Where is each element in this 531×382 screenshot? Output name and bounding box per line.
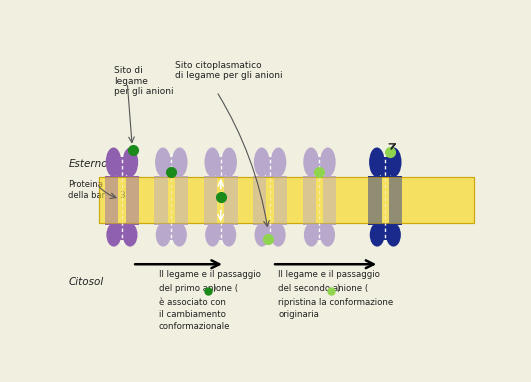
Bar <box>389 176 402 225</box>
Bar <box>175 176 188 225</box>
Bar <box>155 176 168 225</box>
Ellipse shape <box>172 223 187 247</box>
Ellipse shape <box>271 147 286 177</box>
Bar <box>126 176 139 225</box>
Bar <box>167 223 176 240</box>
Bar <box>381 223 390 240</box>
Ellipse shape <box>155 147 171 177</box>
Bar <box>381 157 390 178</box>
Text: è associato con
il cambiamento
conformazionale: è associato con il cambiamento conformaz… <box>159 298 230 331</box>
Text: del primo anione (: del primo anione ( <box>159 284 238 293</box>
Ellipse shape <box>370 223 384 247</box>
Text: del secondo anione (: del secondo anione ( <box>278 284 369 293</box>
Text: Proteina
della banda 3: Proteina della banda 3 <box>68 180 126 200</box>
Ellipse shape <box>123 223 138 247</box>
Ellipse shape <box>106 147 122 177</box>
Ellipse shape <box>254 223 269 247</box>
Ellipse shape <box>123 147 138 177</box>
Ellipse shape <box>106 223 121 247</box>
Bar <box>216 157 225 178</box>
Bar <box>315 223 324 240</box>
Text: Esterno: Esterno <box>68 159 108 169</box>
Bar <box>117 157 126 178</box>
Ellipse shape <box>303 147 319 177</box>
Bar <box>216 223 225 240</box>
Bar <box>99 178 474 223</box>
Text: ): ) <box>336 284 339 293</box>
Ellipse shape <box>156 223 170 247</box>
Bar <box>315 157 324 178</box>
Ellipse shape <box>254 147 270 177</box>
Bar <box>253 176 267 225</box>
Bar <box>303 176 316 225</box>
Ellipse shape <box>221 223 236 247</box>
Ellipse shape <box>172 147 187 177</box>
Text: Il legame e il passaggio: Il legame e il passaggio <box>159 270 261 279</box>
Text: ): ) <box>212 284 216 293</box>
Bar <box>369 176 382 225</box>
Bar <box>105 176 118 225</box>
Bar <box>117 223 126 240</box>
Bar <box>167 157 176 178</box>
Bar <box>266 157 275 178</box>
Text: Il legame e il passaggio: Il legame e il passaggio <box>278 270 380 279</box>
Text: Sito di
legame
per gli anioni: Sito di legame per gli anioni <box>114 66 173 96</box>
Bar <box>323 176 336 225</box>
Text: Citosol: Citosol <box>68 277 104 287</box>
Text: ripristina la conformazione
originaria: ripristina la conformazione originaria <box>278 298 393 319</box>
Ellipse shape <box>369 147 385 177</box>
Ellipse shape <box>320 147 336 177</box>
Bar <box>274 176 287 225</box>
Ellipse shape <box>205 223 220 247</box>
Text: Sito citoplasmatico
di legame per gli anioni: Sito citoplasmatico di legame per gli an… <box>175 60 283 80</box>
Ellipse shape <box>221 147 237 177</box>
Ellipse shape <box>204 147 220 177</box>
Ellipse shape <box>320 223 335 247</box>
Ellipse shape <box>386 223 401 247</box>
Ellipse shape <box>271 223 286 247</box>
Bar <box>99 178 474 223</box>
Bar <box>225 176 237 225</box>
Bar <box>204 176 217 225</box>
Ellipse shape <box>304 223 319 247</box>
Bar <box>266 223 275 240</box>
Ellipse shape <box>386 147 401 177</box>
